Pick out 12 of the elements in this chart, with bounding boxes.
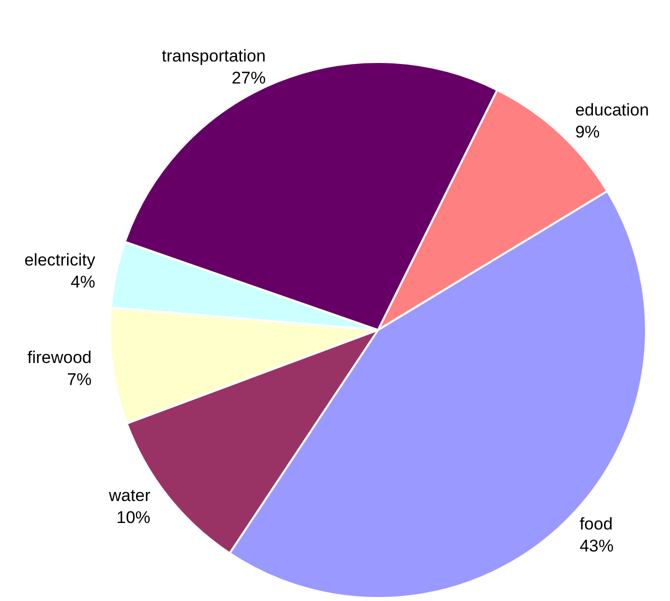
data-label: 43% xyxy=(580,536,614,556)
slice-label: transportation xyxy=(162,46,266,66)
data-label: 10% xyxy=(116,508,150,527)
slice-label: electricity xyxy=(24,250,96,270)
data-label: 9% xyxy=(575,122,600,142)
data-label: 27% xyxy=(232,68,266,88)
slice-label: education xyxy=(575,100,649,120)
slice-label: food xyxy=(580,514,613,534)
slice-label: water xyxy=(108,486,151,505)
data-label: 7% xyxy=(67,370,92,390)
slice-label: firewood xyxy=(27,348,92,368)
data-label: 4% xyxy=(70,272,96,292)
